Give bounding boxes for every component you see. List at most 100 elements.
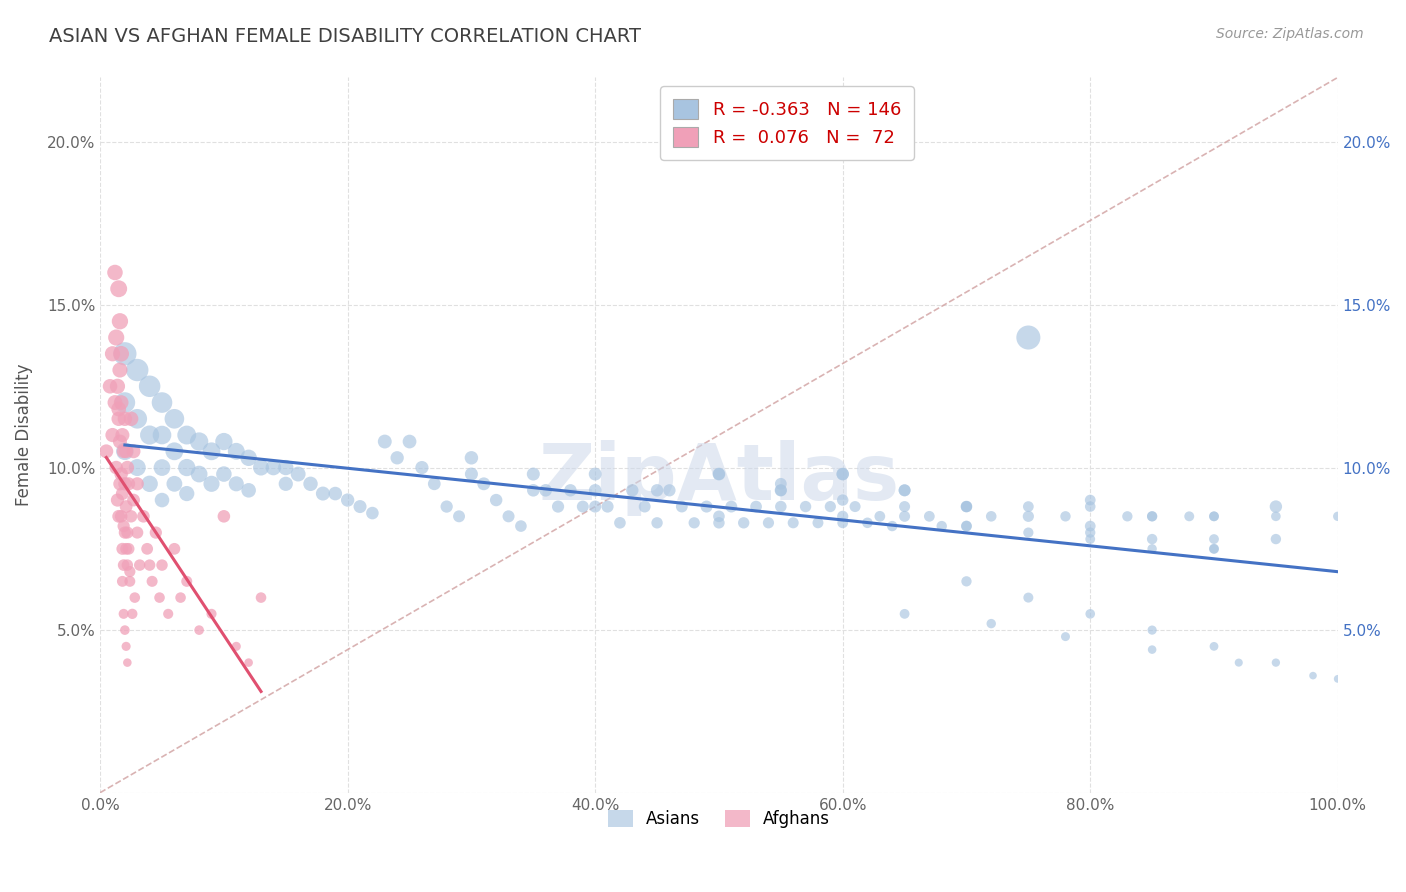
Point [1202, 509, 1225, 524]
Point [120, 509, 142, 524]
Point [225, 640, 247, 654]
Point [1078, 519, 1101, 533]
Text: ASIAN VS AFGHAN FEMALE DISABILITY CORRELATION CHART: ASIAN VS AFGHAN FEMALE DISABILITY CORREL… [49, 27, 641, 45]
Point [831, 509, 853, 524]
Point [250, 460, 273, 475]
Point [707, 516, 730, 530]
Point [115, 640, 138, 654]
Point [707, 467, 730, 481]
Point [111, 486, 134, 500]
Point [163, 541, 186, 556]
Point [447, 509, 470, 524]
Point [238, 483, 260, 498]
Point [918, 509, 941, 524]
Point [720, 500, 742, 514]
Point [1078, 500, 1101, 514]
Point [287, 467, 309, 481]
Point [127, 363, 149, 377]
Point [115, 541, 138, 556]
Point [188, 434, 211, 449]
Point [485, 493, 508, 508]
Point [163, 411, 186, 425]
Point [124, 591, 146, 605]
Point [176, 486, 198, 500]
Point [138, 476, 160, 491]
Point [110, 467, 132, 481]
Point [212, 467, 235, 481]
Point [107, 493, 129, 508]
Point [117, 656, 139, 670]
Point [522, 467, 544, 481]
Point [150, 460, 173, 475]
Point [163, 476, 186, 491]
Point [108, 363, 131, 377]
Point [436, 500, 458, 514]
Point [110, 395, 132, 409]
Point [1264, 509, 1286, 524]
Point [460, 450, 482, 465]
Point [1078, 607, 1101, 621]
Point [955, 500, 977, 514]
Point [1326, 672, 1348, 686]
Point [127, 476, 149, 491]
Point [460, 467, 482, 481]
Point [1202, 541, 1225, 556]
Point [1017, 525, 1039, 540]
Point [105, 330, 128, 344]
Point [498, 509, 520, 524]
Point [108, 314, 131, 328]
Point [238, 656, 260, 670]
Point [572, 500, 595, 514]
Point [122, 493, 145, 508]
Point [114, 444, 136, 458]
Point [111, 574, 134, 589]
Point [122, 444, 145, 458]
Point [274, 476, 297, 491]
Point [121, 607, 143, 621]
Point [312, 486, 335, 500]
Point [336, 493, 359, 508]
Point [114, 395, 136, 409]
Point [110, 509, 132, 524]
Point [323, 486, 346, 500]
Point [385, 450, 408, 465]
Point [150, 395, 173, 409]
Point [138, 379, 160, 393]
Point [769, 483, 792, 498]
Point [1078, 532, 1101, 546]
Point [893, 483, 915, 498]
Point [132, 509, 155, 524]
Point [188, 467, 211, 481]
Point [212, 509, 235, 524]
Point [117, 541, 139, 556]
Point [107, 509, 129, 524]
Point [955, 500, 977, 514]
Point [882, 519, 904, 533]
Point [733, 516, 755, 530]
Point [107, 402, 129, 417]
Point [831, 493, 853, 508]
Point [1202, 640, 1225, 654]
Point [893, 500, 915, 514]
Point [745, 500, 768, 514]
Point [831, 516, 853, 530]
Point [117, 525, 139, 540]
Point [112, 519, 135, 533]
Point [200, 444, 222, 458]
Point [127, 525, 149, 540]
Point [150, 493, 173, 508]
Point [1054, 509, 1077, 524]
Point [107, 379, 129, 393]
Point [176, 574, 198, 589]
Point [104, 265, 127, 279]
Point [634, 500, 657, 514]
Point [361, 506, 384, 520]
Point [114, 347, 136, 361]
Point [1078, 493, 1101, 508]
Point [212, 434, 235, 449]
Point [509, 519, 531, 533]
Point [980, 616, 1002, 631]
Point [112, 444, 135, 458]
Point [104, 395, 127, 409]
Point [108, 434, 131, 449]
